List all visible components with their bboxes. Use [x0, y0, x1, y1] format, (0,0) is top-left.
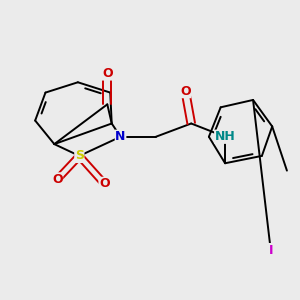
Text: I: I [268, 244, 273, 256]
Text: O: O [102, 67, 112, 80]
Text: S: S [75, 149, 84, 162]
Text: O: O [99, 177, 110, 190]
Text: O: O [52, 173, 63, 186]
Text: O: O [180, 85, 190, 98]
Text: N: N [116, 130, 126, 143]
Text: NH: NH [215, 130, 236, 143]
